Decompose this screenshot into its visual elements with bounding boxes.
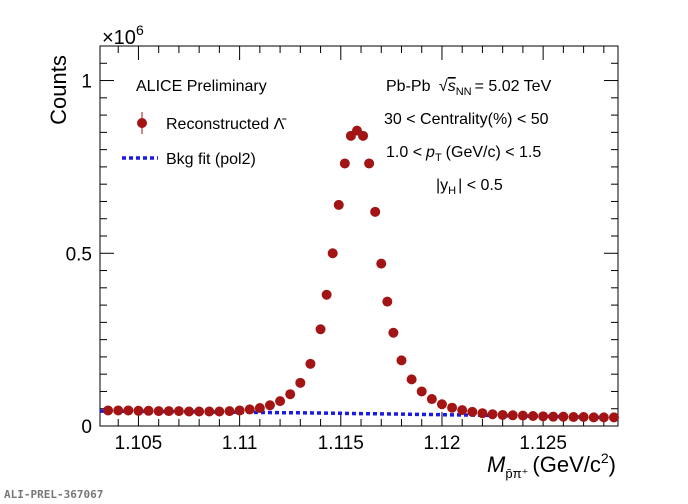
y-tick-label: 0 <box>81 417 92 438</box>
data-point <box>497 409 508 420</box>
annotation-pt: 1.0 < pT (GeV/c) < 1.5 <box>386 144 541 164</box>
data-point <box>214 406 225 417</box>
legend-signal-marker <box>137 112 147 134</box>
data-point <box>153 406 164 417</box>
data-point <box>578 412 589 423</box>
data-point <box>194 406 205 417</box>
y-multiplier: ×106 <box>102 22 144 49</box>
data-point <box>467 406 478 417</box>
data-point <box>396 355 407 366</box>
data-point <box>275 396 286 407</box>
data-point <box>558 411 569 422</box>
data-point <box>477 408 488 419</box>
data-points <box>103 125 619 423</box>
data-point <box>133 405 144 416</box>
x-tick-label: 1.115 <box>318 433 364 454</box>
data-point <box>173 406 184 417</box>
data-point <box>436 399 447 410</box>
annotation-system: Pb-Pb √sNN = 5.02 TeV <box>386 78 552 98</box>
data-point <box>376 258 387 269</box>
x-tick-label: 1.105 <box>115 433 163 454</box>
data-point <box>406 374 417 385</box>
legend-header: ALICE Preliminary <box>136 78 267 95</box>
data-point <box>143 405 154 416</box>
data-point <box>358 130 369 141</box>
x-ticks: 1.105 1.11 1.115 1.12 1.125 <box>115 46 605 454</box>
data-point <box>321 289 332 300</box>
data-point <box>315 324 326 335</box>
data-point <box>285 389 296 400</box>
legend-signal-label: Reconstructed Λ̄ <box>166 116 287 133</box>
data-point <box>528 410 539 421</box>
y-tick-label: 0.5 <box>66 244 92 265</box>
y-axis-title: Counts <box>46 55 71 125</box>
data-point <box>244 404 255 415</box>
data-point <box>254 403 265 414</box>
data-point <box>382 296 393 307</box>
annotation-rapidity: |yH | < 0.5 <box>436 177 503 197</box>
data-point <box>234 405 245 416</box>
x-tick-label: 1.12 <box>423 433 460 454</box>
data-point <box>113 405 124 416</box>
data-point <box>370 206 381 217</box>
data-point <box>457 405 468 416</box>
data-point <box>204 406 215 417</box>
annotation-centrality: 30 < Centrality(%) < 50 <box>384 111 549 128</box>
data-point <box>123 405 134 416</box>
data-point <box>416 386 427 397</box>
data-point <box>364 158 375 169</box>
data-point <box>264 400 275 411</box>
data-point <box>568 412 579 423</box>
plot-frame <box>99 45 619 427</box>
data-point <box>598 412 609 423</box>
data-point <box>333 199 344 210</box>
data-point <box>507 410 518 421</box>
data-point <box>426 394 437 405</box>
data-point <box>388 327 399 338</box>
data-point <box>184 406 195 417</box>
x-tick-label: 1.125 <box>519 433 567 454</box>
data-point <box>339 158 350 169</box>
data-point <box>295 377 306 388</box>
figure-id: ALI-PREL-367067 <box>4 488 104 501</box>
data-point <box>327 248 338 259</box>
x-axis-title: Mp̄π⁺ (GeV/c2) <box>487 450 616 481</box>
data-point <box>548 411 559 422</box>
data-point <box>487 409 498 420</box>
data-point <box>517 410 528 421</box>
data-point <box>163 406 174 417</box>
data-point <box>588 412 599 423</box>
data-point <box>447 402 458 413</box>
data-point <box>224 406 235 417</box>
data-point <box>103 405 114 416</box>
data-point <box>538 411 549 422</box>
x-tick-label: 1.11 <box>222 433 258 454</box>
data-point <box>305 358 316 369</box>
data-point <box>608 412 619 423</box>
y-tick-label: 1 <box>81 72 92 93</box>
y-ticks: 00.51 <box>66 45 618 438</box>
legend-bkg-label: Bkg fit (pol2) <box>166 151 256 168</box>
